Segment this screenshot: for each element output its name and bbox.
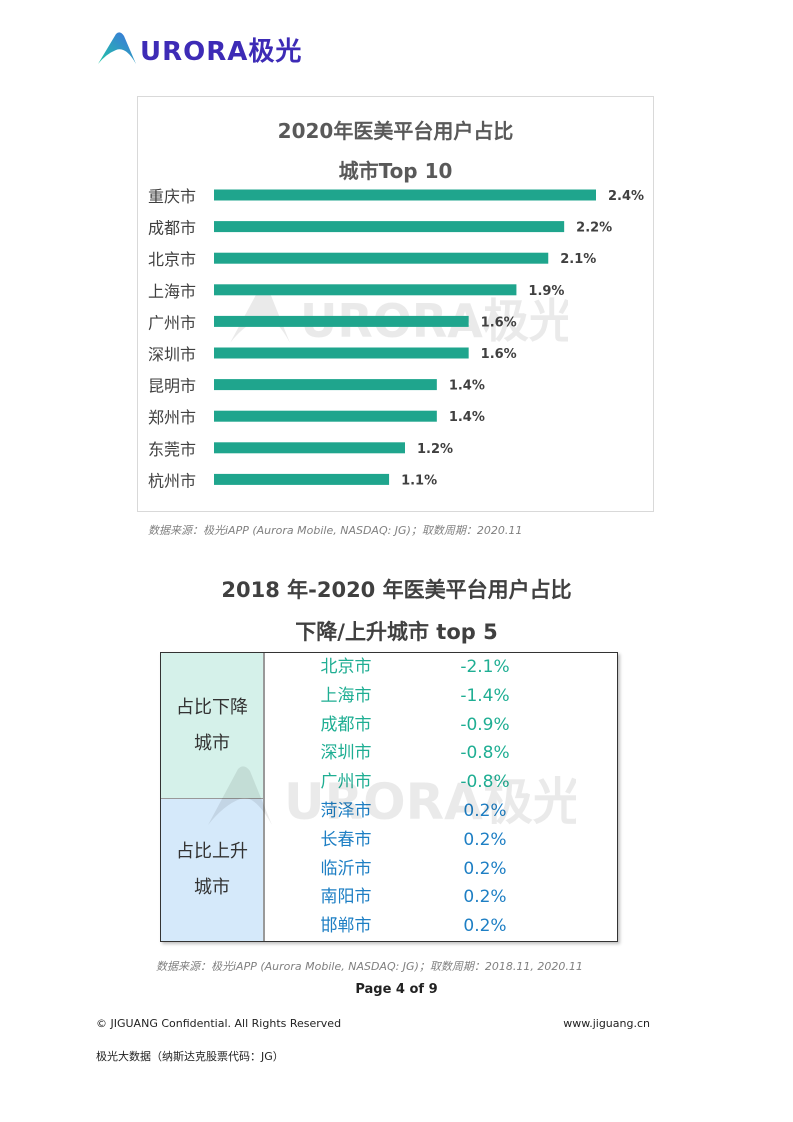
city-cell: 深圳市 xyxy=(320,743,372,764)
table-row: 邯郸市 0.2% xyxy=(265,912,617,941)
table-row: 上海市 -1.4% xyxy=(265,682,617,711)
value-cell: -0.9% xyxy=(460,714,510,735)
table-row: 南阳市 0.2% xyxy=(265,883,617,912)
category-label: 昆明市 xyxy=(148,377,196,396)
table-row: 广州市 -0.8% xyxy=(265,768,617,797)
category-label: 北京市 xyxy=(148,250,196,269)
data-label: 1.4% xyxy=(449,379,485,394)
value-cell: -0.8% xyxy=(460,772,510,793)
category-label: 郑州市 xyxy=(148,408,196,427)
city-cell: 临沂市 xyxy=(320,858,372,879)
data-label: 2.1% xyxy=(560,252,596,267)
value-cell: 0.2% xyxy=(463,916,507,937)
table-row: 菏泽市 0.2% xyxy=(265,797,617,826)
city-cell: 成都市 xyxy=(320,714,372,735)
city-cell: 上海市 xyxy=(320,685,372,706)
bar xyxy=(214,315,469,327)
section-title-line1: 2018 年-2020 年医美平台用户占比 xyxy=(221,578,572,602)
city-cell: 北京市 xyxy=(320,657,372,677)
data-label: 1.6% xyxy=(481,315,517,330)
table-row: 临沂市 0.2% xyxy=(265,855,617,884)
footer-website: www.jiguang.cn xyxy=(563,1017,650,1030)
table-row: 深圳市 -0.8% xyxy=(265,739,617,768)
aurora-logo-mark-icon xyxy=(98,32,136,64)
bar xyxy=(214,252,549,264)
table-row: 北京市 -2.1% xyxy=(265,653,617,682)
chart-title-line1: 2020年医美平台用户占比 xyxy=(277,119,514,143)
bar xyxy=(214,221,565,233)
bar-chart-panel: 2020年医美平台用户占比 城市Top 10 URORA极光 重庆市 2.4% 成都… xyxy=(137,96,654,512)
change-table: 占比下降 城市 占比上升 城市 北京市 -2.1% 上海市 -1.4% 成都市 -0.9%… xyxy=(160,652,618,942)
data-label: 2.4% xyxy=(608,189,644,204)
bar-chart: 重庆市 2.4% 成都市 2.2% 北京市 2.1% 上海市 1.9% 广州市 1.6% 深圳市 1.… xyxy=(148,187,644,490)
bar xyxy=(214,347,469,359)
city-cell: 广州市 xyxy=(320,772,372,793)
data-label: 1.4% xyxy=(449,410,485,425)
section-title-line2: 下降/上升城市 top 5 xyxy=(295,620,498,644)
value-cell: 0.2% xyxy=(463,887,507,908)
category-label: 杭州市 xyxy=(148,471,196,490)
bar xyxy=(214,410,437,422)
group-up-label-2: 城市 xyxy=(194,877,230,898)
bar xyxy=(214,473,390,485)
city-cell: 菏泽市 xyxy=(320,801,372,821)
group-down-cell: 占比下降 城市 xyxy=(161,653,265,799)
data-label: 1.1% xyxy=(401,473,437,488)
value-cell: 0.2% xyxy=(463,858,507,879)
category-label: 成都市 xyxy=(148,219,196,238)
bar xyxy=(214,379,437,391)
group-down-label-2: 城市 xyxy=(194,732,230,754)
source-note-2: 数据来源：极光iAPP (Aurora Mobile, NASDAQ: JG)；… xyxy=(156,960,583,973)
category-label: 深圳市 xyxy=(148,345,196,364)
footer-copyright: © JIGUANG Confidential. All Rights Reser… xyxy=(96,1017,342,1030)
category-label: 广州市 xyxy=(148,313,196,332)
table-row: 成都市 -0.9% xyxy=(265,711,617,740)
category-label: 上海市 xyxy=(148,282,196,301)
value-cell: -1.4% xyxy=(460,685,510,706)
table-row: 长春市 0.2% xyxy=(265,826,617,855)
data-label: 2.2% xyxy=(576,221,612,236)
value-cell: -0.8% xyxy=(460,743,510,764)
page-number: Page 4 of 9 xyxy=(355,982,438,997)
bar xyxy=(214,442,405,454)
value-cell: 0.2% xyxy=(463,829,507,850)
category-label: 东莞市 xyxy=(148,440,196,459)
group-up-cell: 占比上升 城市 xyxy=(161,799,265,941)
logo-text: URORA极光 xyxy=(140,36,303,67)
bar xyxy=(214,284,517,296)
footer-company: 极光大数据（纳斯达克股票代码：JG） xyxy=(96,1050,284,1063)
value-cell: 0.2% xyxy=(463,801,507,821)
city-cell: 邯郸市 xyxy=(320,916,372,937)
group-up-label-1: 占比上升 xyxy=(176,841,248,862)
aurora-logo: URORA极光 xyxy=(96,32,303,67)
data-label: 1.2% xyxy=(417,442,453,457)
value-cell: -2.1% xyxy=(460,657,510,677)
category-label: 重庆市 xyxy=(148,187,196,206)
data-label: 1.6% xyxy=(481,347,517,362)
chart-title-line2: 城市Top 10 xyxy=(338,159,453,183)
source-note-1: 数据来源：极光iAPP (Aurora Mobile, NASDAQ: JG)；… xyxy=(148,524,523,537)
city-cell: 长春市 xyxy=(320,829,372,850)
data-label: 1.9% xyxy=(528,284,564,299)
city-cell: 南阳市 xyxy=(320,887,372,908)
bar xyxy=(214,189,596,201)
group-down-label-1: 占比下降 xyxy=(176,696,248,718)
